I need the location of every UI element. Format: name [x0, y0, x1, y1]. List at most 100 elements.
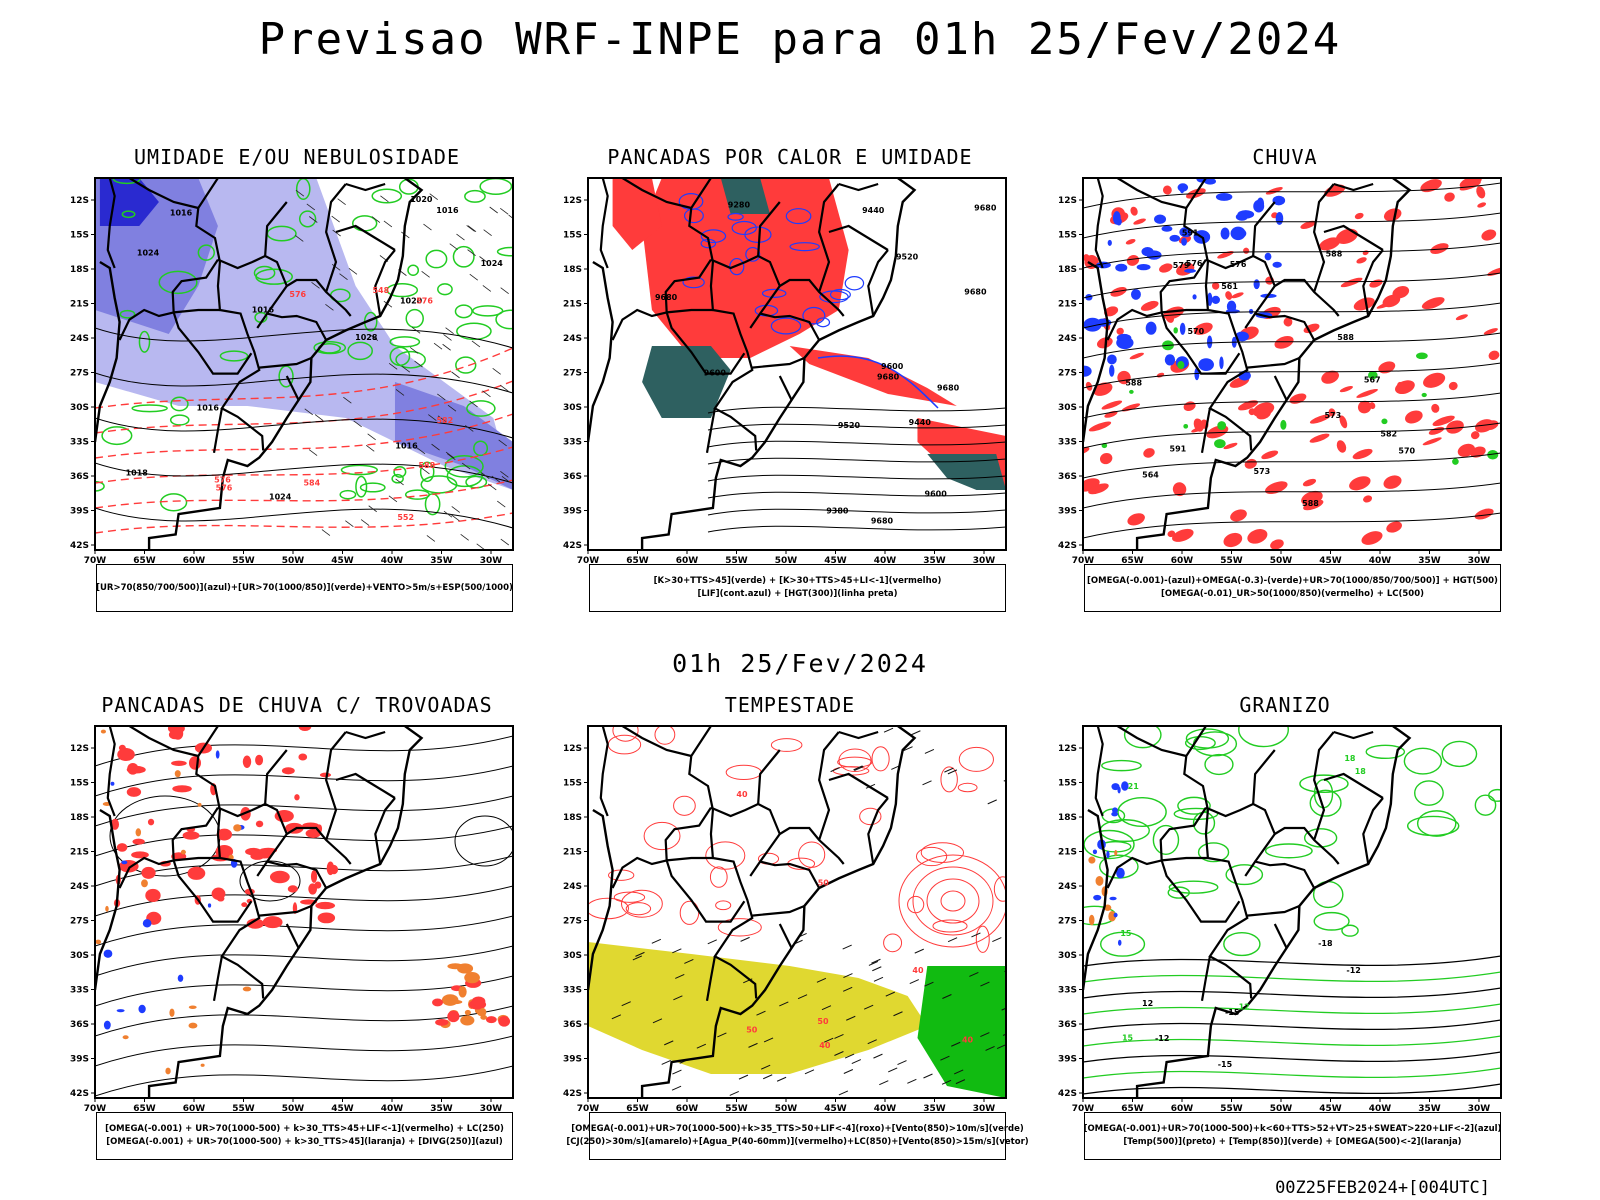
wind-vector: [445, 451, 455, 459]
political-border: [838, 182, 879, 192]
lat-tick-label: 39S: [563, 1055, 582, 1065]
lat-tick-label: 18S: [563, 265, 582, 275]
political-border: [128, 726, 199, 758]
wind-vector: [611, 1014, 622, 1020]
temp850-contour: [1488, 788, 1501, 802]
omega-cell: [1177, 183, 1189, 192]
lat-tick-label: 36S: [1058, 1020, 1077, 1030]
contour-value-label: -12: [1155, 1034, 1169, 1043]
wind-vector: [311, 281, 320, 289]
legend-line: [OMEGA(-0.001)+UR>70(1000-500)+k>35_TTS>…: [571, 1124, 1024, 1134]
political-border: [1254, 826, 1340, 865]
height-contour: [707, 457, 1006, 465]
political-border: [710, 255, 759, 270]
humidity-contour: [371, 188, 403, 204]
temp850-contour: [1123, 726, 1162, 749]
rain-cell: [1104, 410, 1118, 418]
temperature-contour: [1083, 1035, 1501, 1047]
contour-value-label: 588: [1125, 378, 1142, 387]
streamline-vortex: [109, 795, 221, 877]
political-border: [778, 923, 793, 949]
wind-vector: [868, 960, 879, 966]
rain-cell: [1113, 210, 1121, 220]
political-border: [778, 375, 793, 401]
thunderstorm-cell: [432, 998, 444, 1007]
lat-tick-label: 21S: [70, 300, 89, 310]
pressure-contour: [95, 462, 513, 484]
omega-cell: [1272, 195, 1286, 206]
thunderstorm-cell: [316, 824, 323, 834]
contour-value-label: 15: [1122, 1033, 1134, 1042]
precipitable-water-contour: [932, 919, 968, 933]
political-border: [1200, 408, 1211, 453]
wind-vector: [854, 766, 864, 772]
rain-cell: [1423, 372, 1446, 388]
humidity-contour: [466, 400, 496, 417]
weather-map: 151821181512-12-15-18-12-151212S15S18S21…: [1058, 725, 1502, 1114]
wind-vector: [476, 543, 485, 550]
rain-cell: [1470, 431, 1480, 440]
contour-value-label: 561: [1221, 282, 1238, 291]
lat-tick-label: 33S: [70, 438, 89, 448]
omega-cell: [1131, 289, 1141, 300]
wind-vector: [804, 1069, 815, 1075]
wind-vector: [743, 978, 753, 984]
thunderstorm-cell: [467, 999, 476, 1010]
wind-vector: [863, 1004, 874, 1010]
temp850-contour: [1167, 886, 1190, 899]
wind-vector: [941, 1079, 952, 1085]
lat-tick-label: 27S: [70, 917, 89, 927]
contour-value-label: 588: [1302, 499, 1319, 508]
political-border: [285, 375, 300, 401]
humidity-contour: [363, 311, 378, 332]
thunderstorm-cell: [265, 918, 276, 926]
wind-vector: [914, 948, 924, 954]
panel-legend: [OMEGA(-0.001)+UR>70(1000-500)+k<60+TTS>…: [1084, 1112, 1501, 1160]
political-border: [1362, 797, 1384, 865]
political-border: [1106, 856, 1162, 889]
temp850-contour: [1309, 789, 1342, 817]
wind-vector: [923, 1073, 933, 1079]
strong-omega-cell: [1173, 327, 1178, 334]
rain-cell: [1225, 291, 1233, 300]
wind-vector: [947, 937, 958, 943]
contour-value-label: 564: [1142, 471, 1159, 480]
humidity-contour: [496, 246, 513, 257]
wind-vector: [442, 343, 451, 351]
contour-value-label: 9680: [974, 203, 997, 212]
rain-cell: [1183, 401, 1196, 412]
temp850-contour: [1117, 797, 1167, 828]
wind-vector: [433, 342, 443, 350]
wind-vector: [443, 510, 453, 518]
humidity-contour: [437, 283, 453, 296]
thunderstorm-cell: [435, 1019, 449, 1026]
legend-line: [LIF](cont.azul) + [HGT(300)](linha pret…: [697, 589, 898, 599]
temp850-contour: [1185, 728, 1230, 749]
political-border: [1183, 178, 1253, 451]
rain-cell: [1476, 186, 1486, 199]
wind-vector: [924, 749, 935, 754]
hail-cell: [1092, 849, 1098, 855]
hail-cell: [1111, 811, 1119, 817]
wind-vector: [437, 393, 446, 401]
thunderstorm-cell: [449, 1009, 459, 1017]
map-frame: [587, 177, 1007, 551]
pressure-contour: [95, 507, 513, 529]
lif-contour: [789, 242, 820, 252]
political-border: [345, 730, 386, 740]
rain-cell: [1271, 212, 1278, 219]
thunderstorm-cell: [118, 859, 139, 873]
temp850-contour: [1414, 780, 1444, 806]
political-border: [818, 183, 840, 293]
rain-cell: [1336, 440, 1347, 453]
hail-cell: [1097, 839, 1106, 850]
omega-cell: [1192, 294, 1197, 300]
wind-vector: [632, 955, 643, 961]
thunderstorm-cell: [498, 1016, 511, 1027]
thunderstorm-cell: [308, 883, 317, 895]
wind-vector: [664, 1040, 674, 1046]
andes-border: [588, 260, 614, 443]
humidity-contour: [407, 264, 420, 276]
contour-value-label: 573: [1324, 411, 1341, 420]
